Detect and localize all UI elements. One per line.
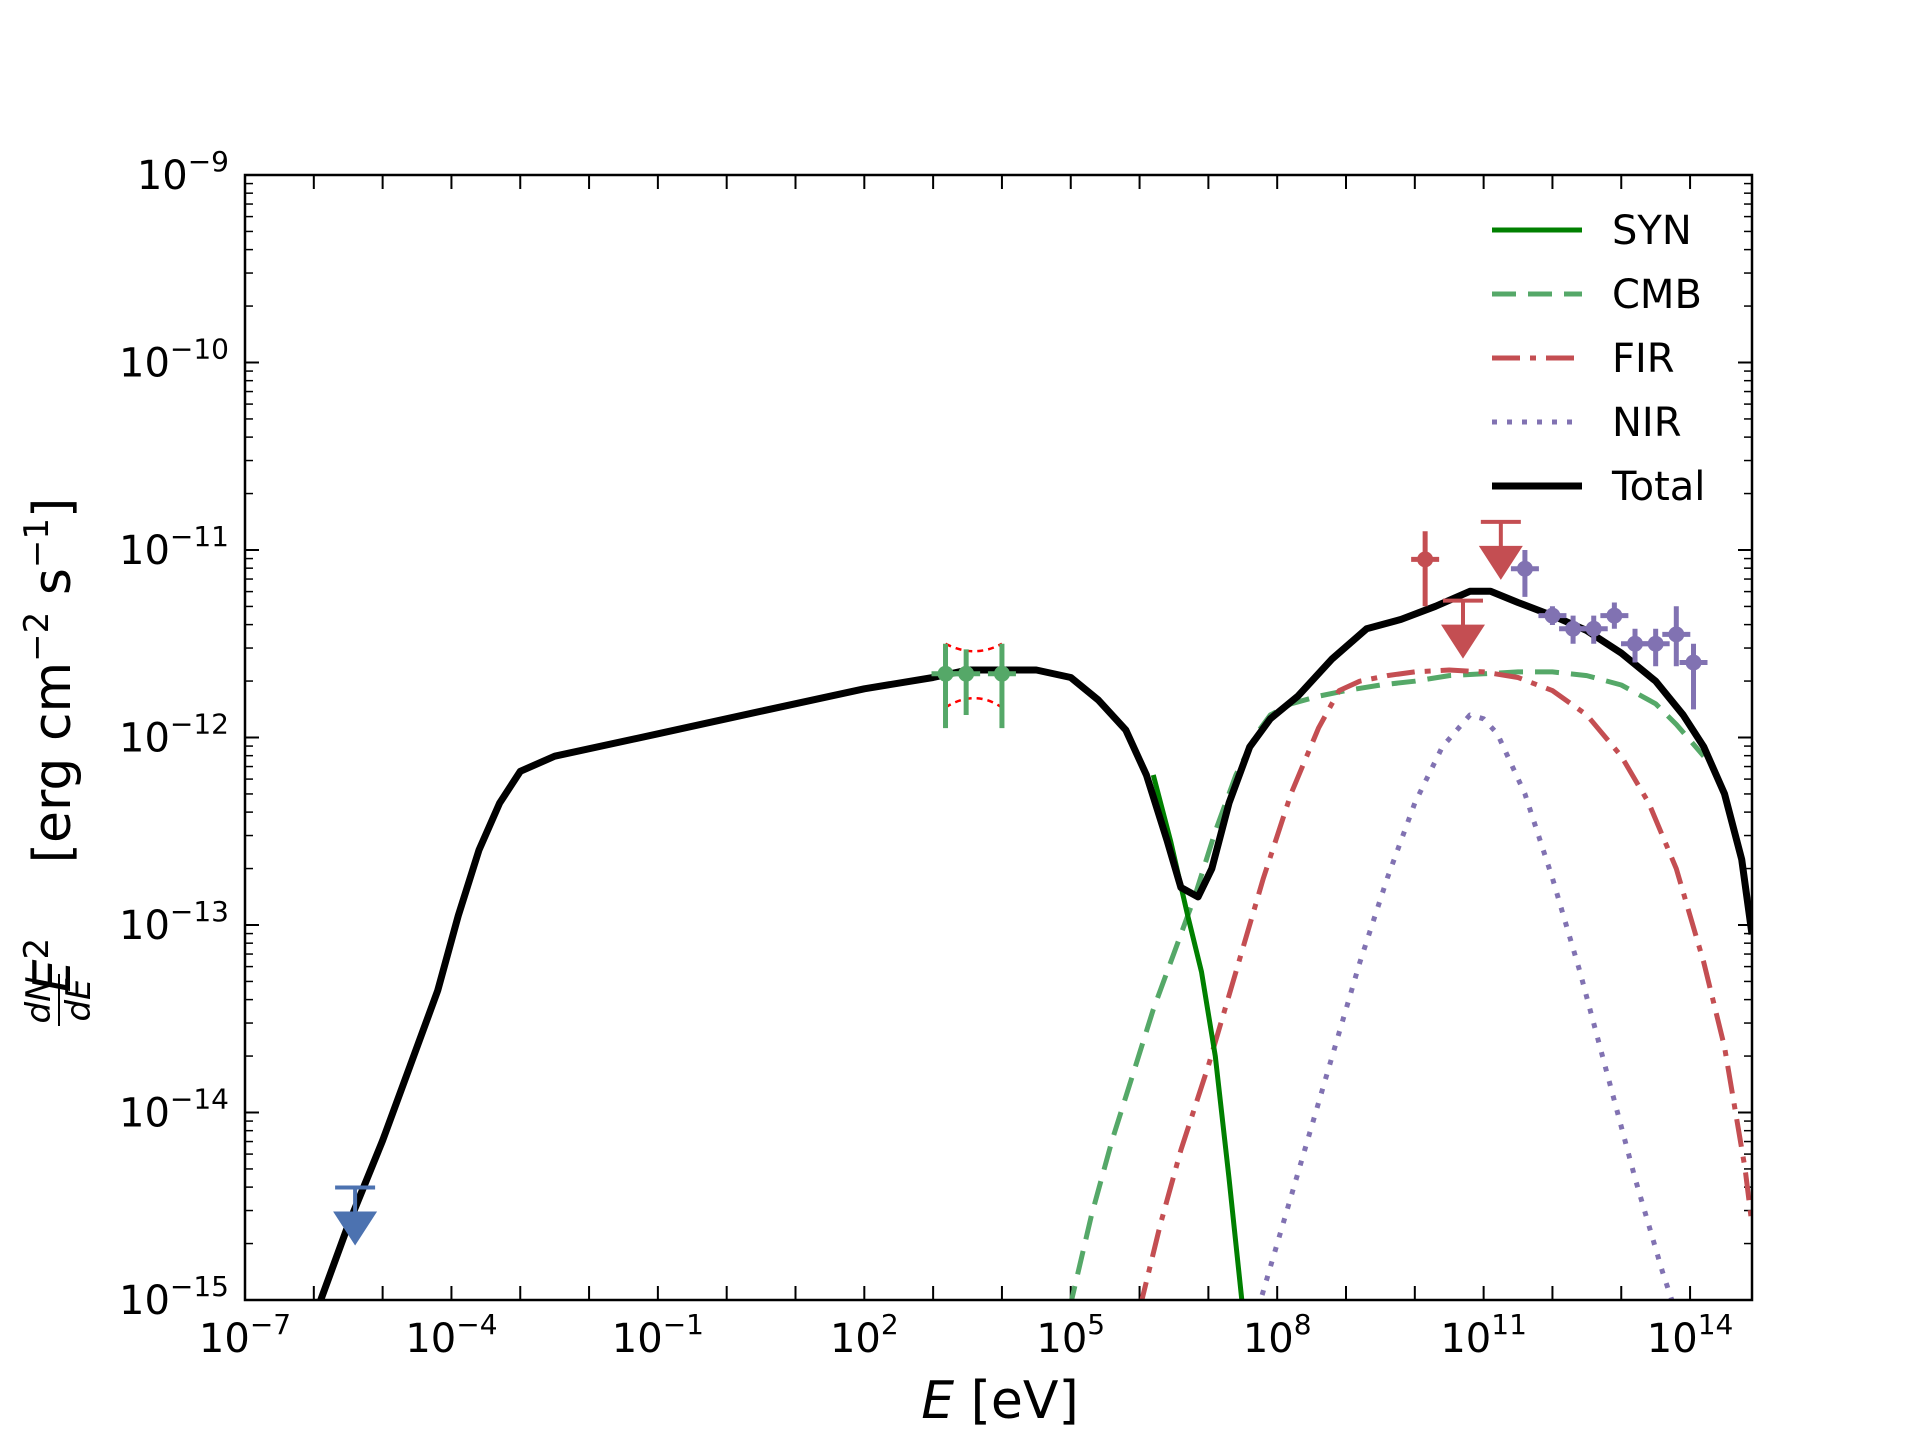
- legend-label-fir: FIR: [1612, 336, 1675, 382]
- bowtie-lower: [944, 696, 1003, 709]
- y-tick-base: 10: [119, 341, 170, 387]
- x-tick-exp: 2: [881, 1308, 899, 1341]
- series-line-cmb: [1069, 669, 1706, 1300]
- data-point-xray: [952, 649, 981, 715]
- y-tick-exp: −15: [170, 1270, 229, 1303]
- point-marker: [1565, 620, 1582, 637]
- point-marker: [1647, 635, 1664, 652]
- upper-limit-arrow: [1440, 624, 1485, 659]
- y-tick-label: 10−12: [119, 708, 229, 762]
- data-point-tev: [1662, 606, 1691, 667]
- point-marker: [1668, 626, 1685, 643]
- x-tick-labels: 10−7 10−4 10−1 102 105 108 1011 1014: [199, 1308, 1733, 1362]
- upper-limit-arrow: [333, 1211, 378, 1246]
- x-tick-base: 10: [199, 1316, 250, 1362]
- x-tick-exp: −1: [663, 1308, 704, 1341]
- y-tick-label: 10−9: [137, 145, 229, 199]
- x-tick-label: 108: [1243, 1308, 1312, 1362]
- y-tick-exp: −12: [170, 708, 229, 741]
- x-tick-base: 10: [405, 1316, 456, 1362]
- series-line-fir: [1139, 667, 1752, 1300]
- y-label-denominator: dE: [59, 978, 99, 1022]
- x-tick-exp: 11: [1491, 1308, 1527, 1341]
- x-tick-exp: 5: [1087, 1308, 1105, 1341]
- legend-label-nir: NIR: [1612, 400, 1682, 446]
- x-tick-exp: −4: [456, 1308, 497, 1341]
- y-tick-label: 10−11: [119, 520, 229, 574]
- x-tick-label: 10−1: [612, 1308, 704, 1362]
- y-tick-base: 10: [119, 528, 170, 574]
- y-axis-label: E2 [erg cm−2 s−1] dN dE: [17, 498, 99, 1026]
- point-marker: [1417, 551, 1434, 568]
- x-tick-base: 10: [1036, 1316, 1087, 1362]
- y-tick-exp: −13: [170, 895, 229, 928]
- point-marker: [1627, 635, 1644, 652]
- y-tick-exp: −10: [170, 333, 229, 366]
- x-tick-label: 105: [1036, 1308, 1105, 1362]
- x-tick-label: 102: [830, 1308, 899, 1362]
- data-point-fermi: [1478, 519, 1523, 580]
- x-tick-base: 10: [1243, 1316, 1294, 1362]
- y-tick-exp: −11: [170, 520, 229, 553]
- point-marker: [1606, 607, 1623, 624]
- x-tick-label: 10−7: [199, 1308, 291, 1362]
- point-marker: [1544, 607, 1561, 624]
- data-point-fermi: [1411, 531, 1440, 607]
- legend: SYN CMB FIR NIR Total: [1492, 208, 1705, 510]
- x-tick-label: 10−4: [405, 1308, 497, 1362]
- x-tick-base: 10: [612, 1316, 663, 1362]
- data-point-tev: [1600, 602, 1629, 629]
- legend-label-syn: SYN: [1612, 208, 1692, 254]
- point-marker: [993, 665, 1010, 682]
- x-tick-base: 10: [1647, 1316, 1698, 1362]
- data-points-layer: [333, 519, 1708, 1246]
- y-tick-base: 10: [119, 1278, 170, 1324]
- y-tick-label: 10−14: [119, 1083, 229, 1137]
- y-tick-base: 10: [137, 153, 188, 199]
- point-marker: [937, 665, 954, 682]
- svg-text:E2 [erg cm−2 s−1]: E2 [erg cm−2 s−1]: [17, 498, 83, 993]
- bowtie-upper: [944, 642, 1003, 653]
- data-point-tev: [1641, 628, 1670, 667]
- y-tick-label: 10−10: [119, 333, 229, 387]
- y-label-numerator: dN: [19, 976, 59, 1023]
- point-marker: [1516, 560, 1533, 577]
- y-tick-base: 10: [119, 1091, 170, 1137]
- y-tick-label: 10−13: [119, 895, 229, 949]
- plot-frame: [243, 173, 1754, 1302]
- x-tick-exp: 8: [1294, 1308, 1312, 1341]
- bowtie-layer: [944, 642, 1003, 709]
- y-label-fraction: dN dE: [19, 974, 99, 1026]
- x-tick-label: 1011: [1440, 1308, 1527, 1362]
- y-tick-base: 10: [119, 903, 170, 949]
- point-marker: [958, 665, 975, 682]
- data-point-tev: [1679, 643, 1708, 710]
- y-tick-base: 10: [119, 716, 170, 762]
- data-point-xray: [987, 643, 1016, 729]
- minor-ticks: [245, 182, 1752, 1245]
- data-point-tev: [1579, 615, 1608, 644]
- legend-label-cmb: CMB: [1612, 272, 1702, 318]
- y-tick-label: 10−15: [119, 1270, 229, 1324]
- data-point-radio_ul: [333, 1185, 378, 1246]
- x-tick-exp: −7: [250, 1308, 291, 1341]
- point-marker: [1585, 620, 1602, 637]
- point-marker: [1685, 654, 1702, 671]
- y-tick-exp: −9: [188, 145, 229, 178]
- x-tick-exp: 14: [1698, 1308, 1734, 1341]
- y-tick-exp: −14: [170, 1083, 229, 1116]
- data-point-tev: [1538, 606, 1567, 625]
- legend-label-total: Total: [1611, 464, 1705, 510]
- x-axis-label: E [eV]: [921, 1371, 1079, 1431]
- x-tick-base: 10: [1440, 1316, 1491, 1362]
- x-tick-label: 1014: [1647, 1308, 1734, 1362]
- data-point-tev: [1510, 550, 1539, 597]
- x-tick-base: 10: [830, 1316, 881, 1362]
- upper-limit-arrow: [1478, 545, 1523, 580]
- data-point-fermi: [1440, 598, 1485, 659]
